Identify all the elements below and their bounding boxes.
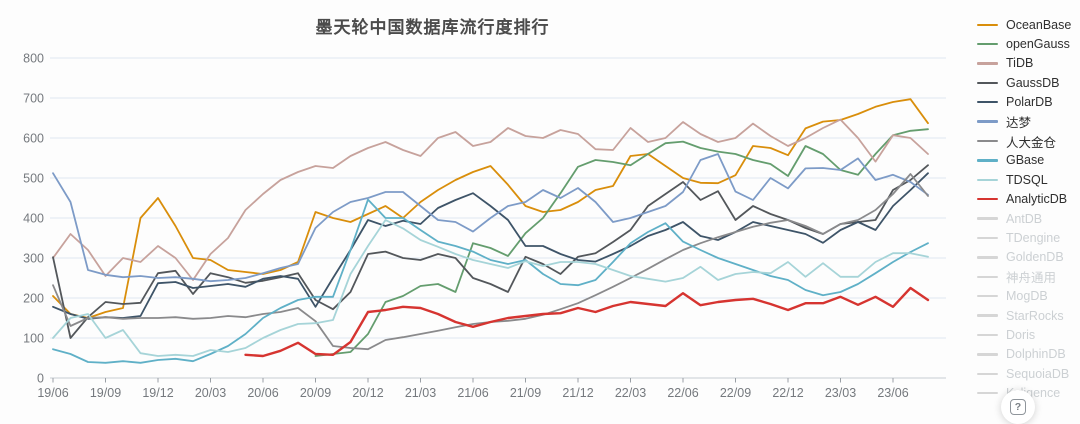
x-axis-tick-label: 21/06 (457, 386, 488, 400)
legend-item-GaussDB[interactable]: GaussDB (977, 73, 1080, 92)
legend-item-Doris[interactable]: Doris (977, 325, 1080, 344)
y-axis-tick-label: 200 (23, 292, 44, 306)
legend-item-TiDB[interactable]: TiDB (977, 54, 1080, 73)
legend-item-GBase[interactable]: GBase (977, 151, 1080, 170)
legend-label: GBase (1006, 153, 1045, 168)
y-axis-tick-label: 800 (23, 52, 44, 66)
legend-item-神舟通用[interactable]: 神舟通用 (977, 267, 1080, 286)
x-axis-tick-label: 19/09 (90, 386, 121, 400)
legend-swatch (977, 294, 998, 298)
legend-label: 神舟通用 (1006, 271, 1057, 286)
legend-swatch (977, 139, 998, 143)
legend-item-DolphinDB[interactable]: DolphinDB (977, 345, 1080, 364)
series-line-达梦[interactable] (52, 153, 929, 283)
series-line-GaussDB[interactable] (52, 164, 929, 339)
legend-swatch (977, 372, 998, 375)
legend-swatch (977, 198, 998, 201)
y-axis-tick-label: 100 (23, 332, 44, 346)
x-axis-tick-label: 22/06 (667, 386, 698, 400)
legend-label: GoldenDB (1006, 250, 1064, 265)
legend-swatch (977, 391, 998, 395)
legend-item-StarRocks[interactable]: StarRocks (977, 306, 1080, 325)
legend-swatch (977, 120, 998, 123)
y-axis-tick-label: 0 (37, 372, 44, 386)
legend-item-AntDB[interactable]: AntDB (977, 209, 1080, 228)
x-axis-tick-label: 20/09 (300, 386, 331, 400)
y-axis-tick-label: 700 (23, 92, 44, 106)
legend-swatch (977, 353, 998, 356)
legend-swatch (977, 23, 998, 26)
legend-swatch (977, 159, 998, 162)
series-line-TDSQL[interactable] (52, 219, 929, 357)
legend-label: Doris (1006, 327, 1036, 342)
legend-label: PolarDB (1006, 95, 1053, 110)
x-axis-tick-label: 22/03 (615, 386, 646, 400)
question-mark-icon: ? (1010, 399, 1026, 415)
legend-label: TDSQL (1006, 172, 1048, 187)
legend-item-SequoiaDB[interactable]: SequoiaDB (977, 364, 1080, 383)
legend-swatch (977, 256, 998, 259)
legend-item-TDSQL[interactable]: TDSQL (977, 170, 1080, 189)
legend-swatch (977, 275, 998, 278)
legend-item-PolarDB[interactable]: PolarDB (977, 93, 1080, 112)
legend-item-GoldenDB[interactable]: GoldenDB (977, 248, 1080, 267)
legend-swatch (977, 217, 998, 220)
legend-item-达梦[interactable]: 达梦 (977, 112, 1080, 131)
legend-label: TDengine (1006, 230, 1061, 245)
x-axis-tick-label: 22/12 (772, 386, 803, 400)
x-axis-tick-label: 19/06 (37, 386, 68, 400)
legend-swatch (977, 236, 998, 240)
series-line-openGauss[interactable] (314, 128, 929, 357)
legend-label: SequoiaDB (1006, 366, 1070, 381)
y-axis-tick-label: 300 (23, 252, 44, 266)
x-axis-tick-label: 21/03 (405, 386, 436, 400)
chart-legend: OceanBase openGauss TiDB GaussDB PolarDB 达梦人大… (977, 15, 1080, 403)
help-button[interactable]: ? (1001, 390, 1035, 424)
series-line-TiDB[interactable] (52, 118, 929, 281)
legend-swatch (977, 101, 998, 104)
legend-label: DolphinDB (1006, 347, 1066, 362)
x-axis-tick-label: 22/09 (720, 386, 751, 400)
y-axis-tick-label: 600 (23, 132, 44, 146)
y-axis-tick-label: 400 (23, 212, 44, 226)
legend-label: GaussDB (1006, 75, 1060, 90)
legend-swatch (977, 178, 998, 182)
legend-item-人大金仓[interactable]: 人大金仓 (977, 131, 1080, 150)
legend-label: StarRocks (1006, 308, 1064, 323)
x-axis-tick-label: 23/06 (877, 386, 908, 400)
series-line-AnalyticDB[interactable] (244, 286, 930, 358)
x-axis-tick-label: 21/09 (510, 386, 541, 400)
legend-label: openGauss (1006, 37, 1070, 52)
x-axis-tick-label: 20/06 (247, 386, 278, 400)
legend-swatch (977, 62, 998, 65)
legend-label: TiDB (1006, 56, 1034, 71)
legend-item-MogDB[interactable]: MogDB (977, 286, 1080, 305)
legend-swatch (977, 333, 998, 337)
x-axis-tick-label: 19/12 (142, 386, 173, 400)
series-line-PolarDB[interactable] (52, 172, 929, 320)
x-axis-tick-label: 20/12 (352, 386, 383, 400)
series-line-OceanBase[interactable] (52, 98, 929, 319)
legend-swatch (977, 314, 998, 317)
x-axis-tick-label: 20/03 (195, 386, 226, 400)
legend-swatch (977, 81, 998, 85)
y-axis-tick-label: 500 (23, 172, 44, 186)
series-line-GBase[interactable] (52, 198, 929, 364)
legend-item-TDengine[interactable]: TDengine (977, 228, 1080, 247)
chart-title: 墨天轮中国数据库流行度排行 (315, 18, 550, 37)
legend-label: AnalyticDB (1006, 192, 1068, 207)
legend-label: 达梦 (1006, 116, 1032, 131)
x-axis-tick-label: 21/12 (562, 386, 593, 400)
legend-label: 人大金仓 (1006, 135, 1057, 150)
legend-label: MogDB (1006, 289, 1048, 304)
legend-swatch (977, 42, 998, 46)
legend-item-AnalyticDB[interactable]: AnalyticDB (977, 190, 1080, 209)
legend-item-OceanBase[interactable]: OceanBase (977, 15, 1080, 34)
legend-item-openGauss[interactable]: openGauss (977, 34, 1080, 53)
legend-label: OceanBase (1006, 17, 1072, 32)
x-axis-tick-label: 23/03 (825, 386, 856, 400)
legend-label: AntDB (1006, 211, 1043, 226)
chart-plot-area: 0 100 200 300 400 500 600 700 800 19/06 19/09 19/12… (23, 52, 946, 400)
